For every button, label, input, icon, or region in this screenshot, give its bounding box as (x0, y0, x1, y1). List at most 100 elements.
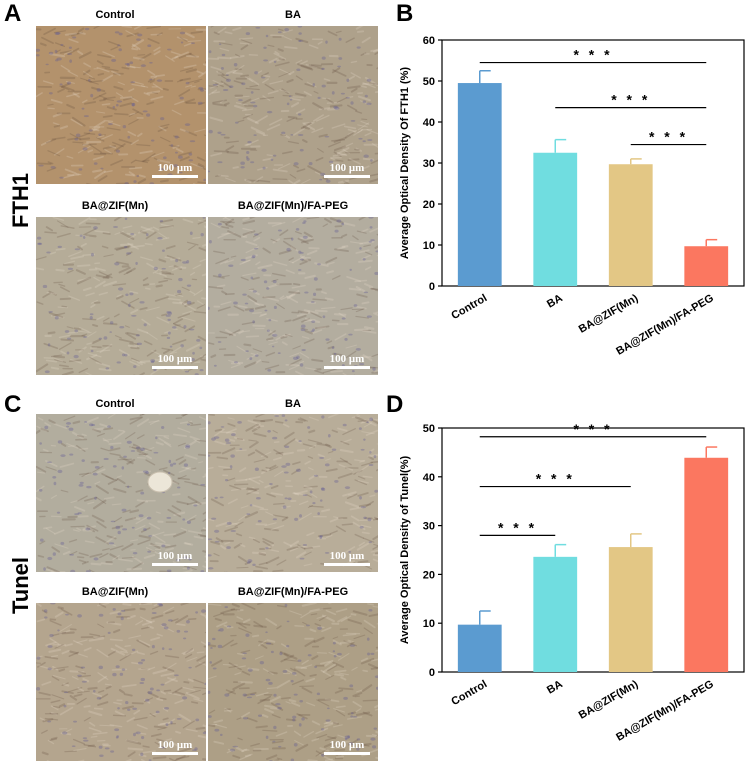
tissue-image (36, 603, 206, 761)
tissue-background (208, 217, 378, 375)
micrograph-tunel-control: 100 μm (36, 414, 206, 572)
scale-bar-label: 100 μm (329, 550, 365, 562)
micrograph-fth1-ba: 100 μm (208, 26, 378, 184)
scale-bar-line (152, 175, 198, 178)
y-tick-label: 0 (429, 281, 435, 293)
scale-bar: 100 μm (324, 162, 370, 178)
plot-frame (441, 427, 745, 673)
bar (608, 164, 653, 286)
bar (608, 547, 653, 672)
tissue-texture (36, 414, 206, 572)
panel-label-b: B (396, 0, 414, 27)
bar-chart-fth1: 0 10 20 30 40 50 60 Average Optical Density Of … (380, 30, 750, 380)
scale-bar-line (324, 563, 370, 566)
y-tick-label: 0 (429, 667, 435, 679)
micrograph-title: BA@ZIF(Mn)/FA-PEG (237, 586, 349, 598)
tissue-image (208, 603, 378, 761)
y-tick-label: 20 (423, 199, 435, 211)
tissue-background (208, 414, 378, 572)
y-axis-label: Average Optical Density of Tunel(%) (399, 456, 411, 645)
tissue-image (208, 26, 378, 184)
scale-bar-label: 100 μm (157, 162, 193, 174)
scale-bar-line (324, 366, 370, 369)
tissue-background (36, 217, 206, 375)
tissue-background (208, 603, 378, 761)
bar-chart-tunel: 0 10 20 30 40 50 Average Optical Density of Tu… (380, 418, 750, 766)
y-tick-label: 30 (423, 158, 435, 170)
scale-bar-label: 100 μm (329, 353, 365, 365)
chart-tunel-svg: 0 10 20 30 40 50 Average Optical Density of Tu… (399, 421, 745, 744)
tissue-texture (208, 26, 378, 184)
scale-bar-label: 100 μm (157, 739, 193, 751)
panel-label-a: A (4, 0, 22, 27)
micrograph-tunel-ba-zif: 100 μm (36, 603, 206, 761)
micrograph-title: Control (95, 398, 135, 410)
tissue-background (208, 26, 378, 184)
tissue-texture (36, 217, 206, 375)
scale-bar-label: 100 μm (157, 550, 193, 562)
x-tick-label: BA (545, 292, 565, 310)
significance-label: * * * (649, 129, 688, 145)
micrograph-title: BA@ZIF(Mn) (81, 586, 149, 598)
scale-bar: 100 μm (152, 162, 198, 178)
x-tick-label: BA@ZIF(Mn) (577, 292, 641, 336)
tissue-background (36, 414, 206, 572)
scale-bar-label: 100 μm (157, 353, 193, 365)
y-tick-label: 40 (423, 117, 435, 129)
tissue-texture (36, 603, 206, 761)
y-axis-label: Average Optical Density Of FTH1 (%) (399, 67, 411, 259)
tissue-background (36, 603, 206, 761)
micrograph-title: BA (285, 9, 301, 21)
y-tick-label: 50 (423, 76, 435, 88)
x-tick-label: Control (449, 292, 489, 322)
y-tick-label: 10 (423, 240, 435, 252)
micrograph-title: BA@ZIF(Mn) (81, 200, 149, 212)
bar (457, 624, 502, 672)
x-tick-label: BA@ZIF(Mn) (577, 678, 641, 722)
significance-label: * * * (573, 47, 612, 63)
scale-bar: 100 μm (324, 739, 370, 755)
scale-bar: 100 μm (152, 739, 198, 755)
scale-bar: 100 μm (152, 550, 198, 566)
scale-bar-label: 100 μm (329, 739, 365, 751)
y-tick-label: 60 (423, 35, 435, 47)
panel-label-d: D (386, 391, 404, 418)
scale-bar: 100 μm (324, 550, 370, 566)
tissue-image (208, 217, 378, 375)
tissue-texture (208, 217, 378, 375)
tissue-image (208, 414, 378, 572)
bar (457, 83, 502, 286)
tissue-texture (208, 414, 378, 572)
micrograph-title: BA@ZIF(Mn)/FA-PEG (237, 200, 349, 212)
scale-bar-label: 100 μm (329, 162, 365, 174)
micrograph-fth1-control: 100 μm (36, 26, 206, 184)
tissue-image (36, 217, 206, 375)
tissue-image (36, 26, 206, 184)
micrograph-fth1-ba-zif-fa-peg: 100 μm (208, 217, 378, 375)
micrograph-tunel-ba: 100 μm (208, 414, 378, 572)
bar (533, 556, 578, 672)
tissue-background (36, 26, 206, 184)
vessel-lumen (147, 471, 173, 493)
micrograph-fth1-ba-zif: 100 μm (36, 217, 206, 375)
scale-bar-line (324, 752, 370, 755)
x-tick-label: Control (449, 678, 489, 708)
micrograph-title: Control (95, 9, 135, 21)
y-tick-label: 50 (423, 423, 435, 435)
chart-fth1-svg: 0 10 20 30 40 50 60 Average Optical Density Of … (399, 35, 745, 358)
y-tick-label: 10 (423, 618, 435, 630)
scale-bar-line (152, 752, 198, 755)
significance-label: * * * (498, 519, 537, 535)
bar (684, 246, 729, 286)
bar (684, 457, 729, 672)
micrograph-title: BA (285, 398, 301, 410)
tissue-texture (208, 603, 378, 761)
y-tick-label: 30 (423, 521, 435, 533)
significance-label: * * * (573, 421, 612, 437)
scale-bar: 100 μm (152, 353, 198, 369)
panel-label-c: C (4, 391, 22, 418)
y-tick-label: 40 (423, 472, 435, 484)
y-tick-label: 20 (423, 569, 435, 581)
tissue-texture (36, 26, 206, 184)
scale-bar-line (152, 366, 198, 369)
